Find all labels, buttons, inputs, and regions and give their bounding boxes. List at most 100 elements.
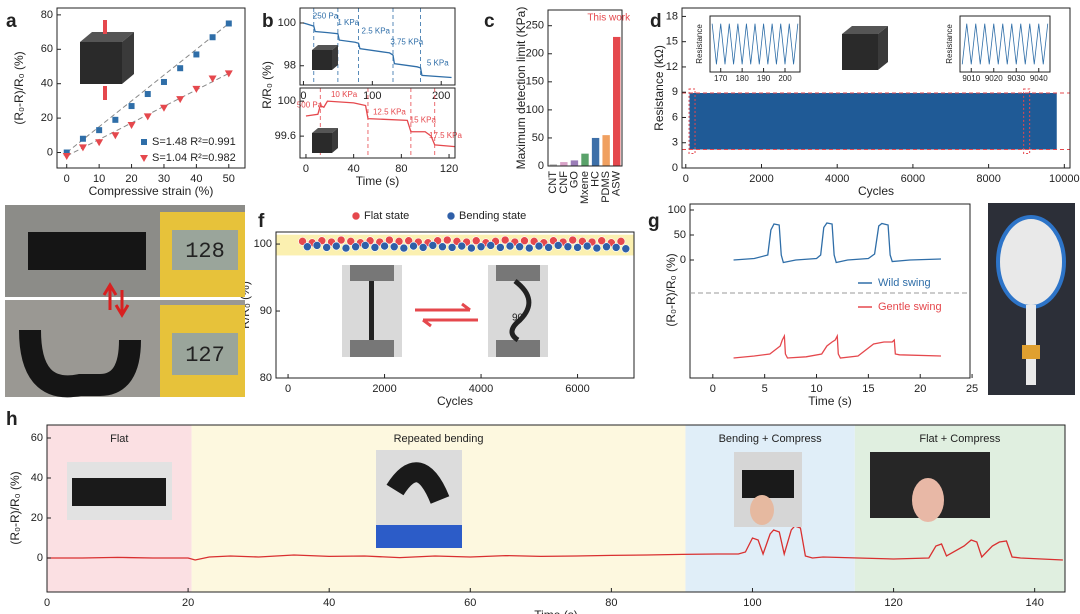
- annotation: 500 Pa: [297, 101, 323, 110]
- x-tick-label: 60: [464, 597, 476, 609]
- x-tick-label: 15: [862, 383, 874, 395]
- x-tick-label: 0: [64, 173, 70, 185]
- x-tick-label: 5: [762, 383, 768, 395]
- highlight: [688, 88, 696, 154]
- photo-h: [67, 450, 990, 548]
- x-axis-label: Compressive strain (%): [89, 184, 214, 198]
- line: [961, 23, 1049, 65]
- meter-reading: 127: [185, 343, 225, 368]
- bar: [581, 153, 589, 166]
- y-tick-label: 200: [526, 48, 544, 60]
- point: [582, 241, 592, 251]
- x-tick-label: 2000: [372, 383, 396, 395]
- x-tick-label: 6000: [565, 383, 589, 395]
- x-tick-label: 50: [223, 173, 235, 185]
- photo-f: 90°: [342, 265, 548, 357]
- y-tick-label: 3: [672, 137, 678, 149]
- annotation: 250 Pa: [313, 12, 339, 21]
- x-tick-label: 200: [778, 74, 792, 83]
- y-tick-label: 0: [37, 552, 43, 564]
- annotation: 12.5 KPa: [373, 108, 406, 117]
- y-axis-label: (R₀-R)/R₀ (%): [664, 253, 678, 326]
- x-tick-label: 0: [44, 597, 50, 609]
- y-axis-label: (R₀-R)/R₀ (%): [12, 51, 26, 124]
- point: [471, 236, 481, 246]
- point: [127, 121, 136, 129]
- y-tick-label: 100: [526, 104, 544, 116]
- region-label: Repeated bending: [394, 433, 484, 445]
- point: [192, 85, 201, 93]
- point: [332, 241, 341, 251]
- y-tick-label: 20: [31, 512, 43, 524]
- panel-letter: d: [650, 11, 662, 32]
- y-axis-label: Resistance: [945, 24, 954, 64]
- point: [592, 243, 602, 253]
- point: [336, 235, 346, 245]
- point: [394, 237, 404, 246]
- point: [225, 20, 232, 27]
- y-tick-label: 40: [41, 78, 53, 90]
- g-frame: [689, 203, 971, 379]
- point: [602, 242, 611, 252]
- x-tick-label: CNF: [558, 171, 570, 194]
- y-axis-label: Maximum detection limit (KPa): [514, 7, 528, 170]
- x-tick-label: 0: [683, 173, 689, 185]
- y-tick-label: 6: [672, 111, 678, 123]
- y-tick-label: 80: [41, 9, 53, 21]
- annotation: 1 KPa: [337, 18, 359, 27]
- point: [563, 242, 573, 252]
- point: [209, 34, 216, 41]
- point: [496, 243, 505, 252]
- annotation: This work: [587, 13, 631, 24]
- line: [47, 525, 1063, 561]
- point: [370, 243, 380, 252]
- line: [305, 100, 456, 148]
- point: [176, 96, 185, 104]
- point: [351, 242, 360, 252]
- y-tick-label: 0: [47, 146, 53, 158]
- line: [711, 23, 799, 65]
- point: [143, 113, 152, 121]
- y-tick-label: 60: [41, 43, 53, 55]
- x-tick-label: 20: [914, 383, 926, 395]
- point: [534, 241, 544, 251]
- x-axis-label: Cycles: [437, 394, 473, 408]
- x-tick-label: CNT: [547, 171, 559, 194]
- point: [568, 235, 578, 245]
- x-tick-label: 6000: [901, 173, 925, 185]
- axes-frame: [681, 7, 1071, 169]
- axes-frame: [709, 15, 801, 73]
- x-tick-label: 120: [884, 597, 902, 609]
- point: [112, 116, 119, 123]
- x-tick-label: Mxene: [579, 171, 591, 204]
- y-tick-label: 100: [278, 95, 296, 107]
- axes-frame: [56, 7, 246, 169]
- y-tick-label: 99.6: [275, 130, 296, 142]
- point: [457, 241, 467, 251]
- highlight: [1023, 88, 1031, 154]
- x-tick-label: 8000: [976, 173, 1000, 185]
- point: [177, 65, 184, 72]
- x-tick-label: GO: [568, 171, 580, 189]
- y-tick-label: 100: [278, 17, 296, 29]
- axes-frame: [959, 15, 1051, 73]
- point: [505, 241, 515, 251]
- point: [62, 152, 71, 160]
- x-tick-label: 10: [93, 173, 105, 185]
- legend-label: S=1.48 R²=0.991: [152, 136, 236, 148]
- x-tick-label: 9030: [1007, 74, 1025, 83]
- point: [616, 237, 626, 246]
- point: [438, 242, 447, 252]
- point: [346, 237, 356, 246]
- y-tick-label: 50: [674, 229, 686, 241]
- x-tick-label: 20: [182, 597, 194, 609]
- point: [597, 236, 606, 246]
- bar: [613, 36, 621, 166]
- y-tick-label: 18: [666, 10, 678, 22]
- x-tick-label: 10: [810, 383, 822, 395]
- legend-label: Wild swing: [878, 277, 931, 289]
- line: [733, 333, 941, 359]
- point: [573, 243, 582, 252]
- y-tick-label: 100: [254, 238, 272, 250]
